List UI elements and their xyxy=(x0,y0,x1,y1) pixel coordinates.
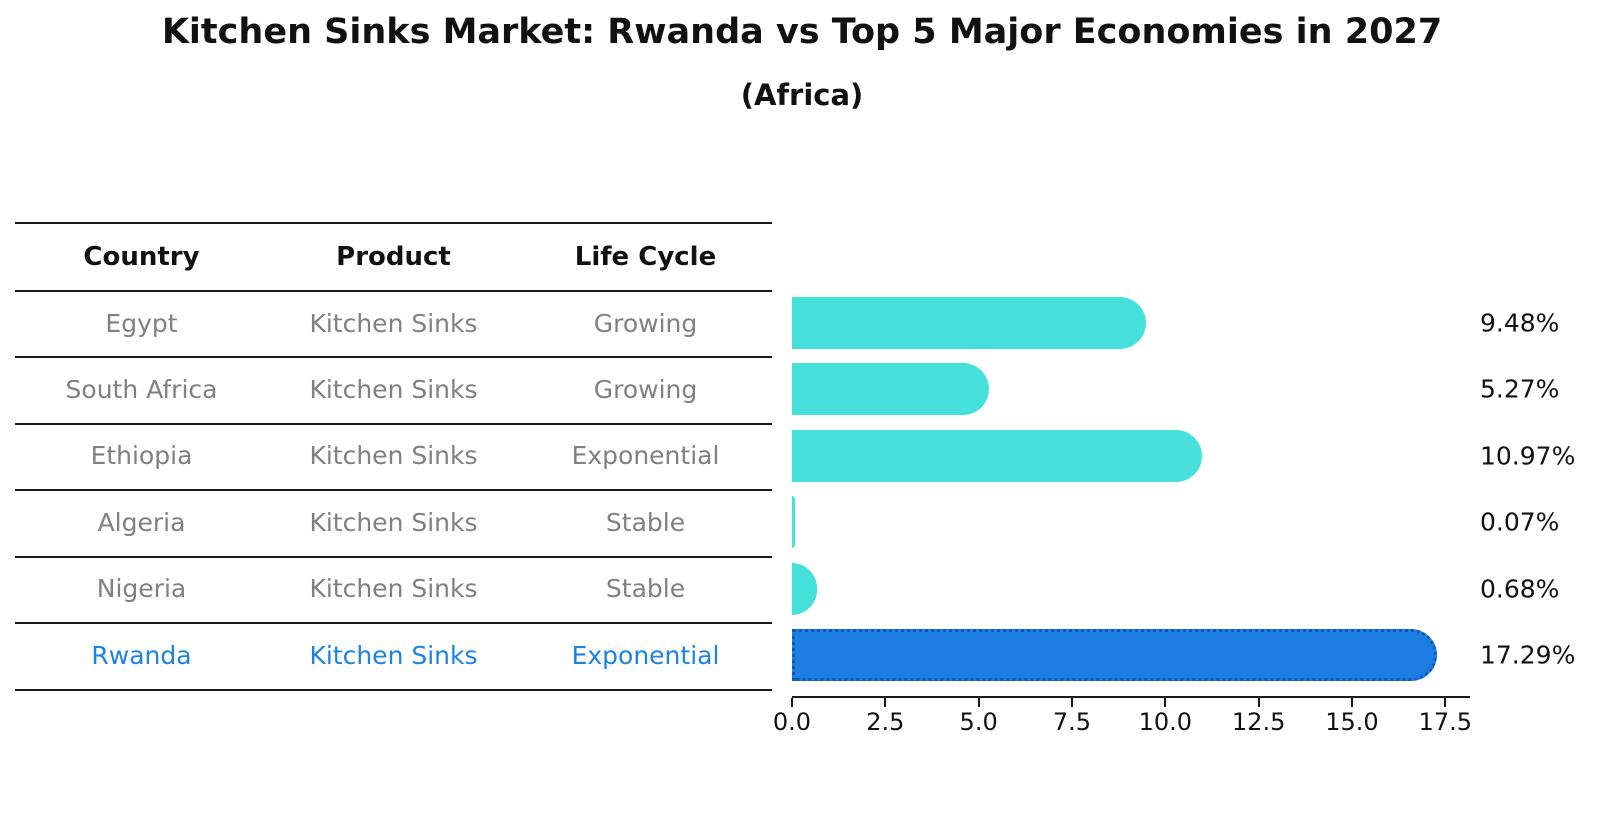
table-cell-life-cycle: Stable xyxy=(605,574,686,604)
table-cell-country: Nigeria xyxy=(96,574,187,604)
column-header-life-cycle: Life Cycle xyxy=(574,241,717,272)
table-cell-product: Kitchen Sinks xyxy=(309,507,478,537)
value-label-algeria: 0.07% xyxy=(1480,507,1560,537)
table-cell-life-cycle: Growing xyxy=(593,374,698,404)
table-cell-product: Kitchen Sinks xyxy=(309,308,478,338)
bar-rwanda xyxy=(792,629,1438,682)
x-axis-tick-label: 2.5 xyxy=(866,708,905,736)
x-axis-tick xyxy=(977,698,980,707)
value-label-rwanda: 17.29% xyxy=(1480,640,1576,670)
x-axis-tick-label: 0.0 xyxy=(772,708,812,736)
table-row-separator xyxy=(15,622,772,625)
table-cell-country: Algeria xyxy=(97,507,186,537)
table-header-line xyxy=(15,290,772,292)
x-axis-tick xyxy=(884,698,887,707)
column-header-country: Country xyxy=(83,241,200,272)
x-axis-tick xyxy=(1350,698,1353,707)
x-axis-tick-label: 7.5 xyxy=(1052,708,1092,736)
table-cell-country: Egypt xyxy=(105,308,178,338)
table-cell-life-cycle: Growing xyxy=(593,308,698,338)
x-axis-tick xyxy=(1070,698,1073,707)
x-axis-tick xyxy=(1164,698,1167,707)
table-cell-product: Kitchen Sinks xyxy=(309,374,478,404)
x-axis-tick xyxy=(791,698,793,707)
bar-ethiopia xyxy=(792,429,1202,482)
chart-subtitle: (Africa) xyxy=(740,78,864,112)
table-top-line xyxy=(15,222,772,224)
table-row-separator xyxy=(15,555,772,558)
value-label-south-africa: 5.27% xyxy=(1480,374,1560,404)
bar-south-africa xyxy=(792,363,989,416)
x-axis-tick-label: 12.5 xyxy=(1231,708,1286,736)
table-row-separator xyxy=(15,489,772,492)
value-label-ethiopia: 10.97% xyxy=(1480,441,1576,471)
table-row-separator xyxy=(15,422,772,425)
table-cell-country: Ethiopia xyxy=(90,441,193,471)
table-cell-product: Kitchen Sinks xyxy=(309,574,478,604)
x-axis-tick xyxy=(1257,698,1260,707)
value-label-nigeria: 0.68% xyxy=(1480,574,1560,604)
value-label-egypt: 9.48% xyxy=(1480,308,1560,338)
table-cell-country: South Africa xyxy=(65,374,218,404)
table-row-separator xyxy=(15,356,772,359)
bar-egypt xyxy=(792,297,1146,349)
x-axis-tick-label: 15.0 xyxy=(1325,708,1379,736)
chart-title: Kitchen Sinks Market: Rwanda vs Top 5 Ma… xyxy=(161,12,1443,52)
bar-algeria xyxy=(792,496,795,549)
table-cell-life-cycle: Stable xyxy=(605,507,686,537)
table-cell-country: Rwanda xyxy=(91,640,192,670)
x-axis-tick xyxy=(1444,698,1447,707)
x-axis-line xyxy=(792,696,1470,698)
column-header-product: Product xyxy=(336,241,451,272)
table-cell-product: Kitchen Sinks xyxy=(309,640,478,670)
table-row-separator xyxy=(15,688,772,691)
table-cell-life-cycle: Exponential xyxy=(571,441,720,471)
x-axis-tick-label: 5.0 xyxy=(959,708,998,736)
x-axis-tick-label: 17.5 xyxy=(1418,708,1472,736)
table-cell-life-cycle: Exponential xyxy=(571,640,720,670)
table-cell-product: Kitchen Sinks xyxy=(309,441,478,471)
x-axis-tick-label: 10.0 xyxy=(1138,708,1193,736)
